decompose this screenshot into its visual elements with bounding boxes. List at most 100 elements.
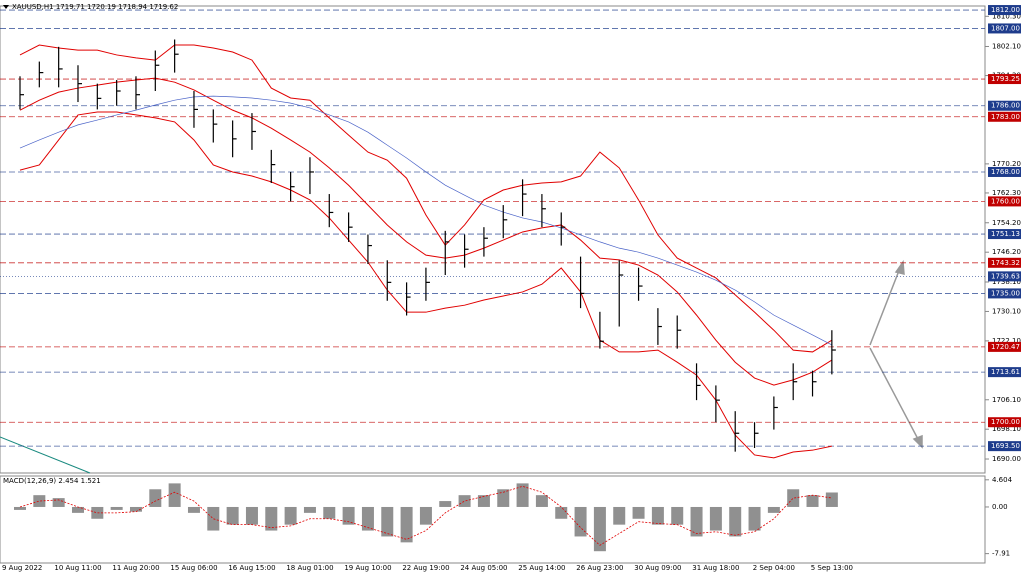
macd-bar (71, 506, 84, 513)
level-label: 1783.00 (991, 113, 1020, 121)
y-tick-label: 1762.30 (992, 189, 1021, 197)
level-box (988, 229, 1021, 240)
level-box (988, 74, 1021, 85)
level-label: 1807.00 (991, 24, 1020, 32)
macd-bar (52, 498, 65, 507)
macd-bar (729, 506, 742, 537)
y-tick-label: 1706.10 (992, 396, 1021, 404)
y-tick-label: 1746.20 (992, 248, 1021, 256)
level-label: 1739.63 (991, 272, 1020, 280)
price-panel (0, 5, 986, 474)
x-tick-label: 2 Sep 04:00 (753, 564, 795, 572)
level-box (988, 196, 1021, 207)
x-tick-label: 9 Aug 2022 (2, 564, 42, 572)
macd-bar (33, 495, 46, 507)
level-box (988, 5, 1021, 16)
level-box (988, 111, 1021, 122)
level-label: 1720.47 (991, 343, 1020, 351)
level-label: 1786.00 (991, 102, 1020, 110)
x-tick-label: 30 Aug 09:00 (634, 564, 681, 572)
x-tick-label: 10 Aug 11:00 (54, 564, 101, 572)
macd-bar (593, 506, 606, 552)
macd-bar (767, 506, 780, 513)
menu-triangle[interactable] (3, 5, 9, 9)
level-box (988, 271, 1021, 282)
signal-line (19, 485, 832, 546)
level-box (988, 166, 1021, 177)
y-tick-label: 1730.10 (992, 307, 1021, 315)
level-label: 1812.00 (991, 6, 1020, 14)
chart-title: XAUUSD,H1 1719.71 1720.19 1718.94 1719.6… (12, 3, 178, 11)
macd-bar (651, 506, 664, 525)
macd-bar (825, 492, 838, 507)
macd-bar (226, 506, 239, 525)
macd-bar (129, 506, 142, 512)
macd-panel (0, 475, 986, 564)
level-label: 1760.00 (991, 197, 1020, 205)
level-box (988, 257, 1021, 268)
level-label: 1768.00 (991, 168, 1020, 176)
x-tick-label: 11 Aug 20:00 (112, 564, 159, 572)
level-box (988, 341, 1021, 352)
y-tick-label: 1690.00 (992, 455, 1021, 463)
macd-bar (14, 506, 26, 510)
macd-bar (245, 506, 258, 525)
macd-bar (110, 506, 123, 510)
x-tick-label: 18 Aug 01:00 (286, 564, 333, 572)
x-tick-label: 22 Aug 19:00 (402, 564, 449, 572)
level-box (988, 441, 1021, 452)
y-tick-label: 1738.10 (992, 278, 1021, 286)
macd-bar (497, 489, 510, 507)
level-box (988, 100, 1021, 111)
macd-title: MACD(12,26,9) 2.454 1.521 (3, 477, 101, 485)
macd-bar (91, 506, 104, 519)
level-label: 1751.13 (991, 230, 1020, 238)
trend-line (0, 436, 91, 474)
y-tick-label: 1722.10 (992, 337, 1021, 345)
macd-bar (632, 506, 645, 519)
indicator-line (19, 95, 833, 346)
level-label: 1793.25 (991, 75, 1020, 83)
macd-bar (419, 506, 432, 525)
macd-bar (187, 506, 200, 513)
x-tick-label: 5 Sep 13:00 (811, 564, 853, 572)
x-tick-label: 26 Aug 23:00 (576, 564, 623, 572)
macd-bar (806, 495, 819, 507)
y-tick-label: 1698.10 (992, 425, 1021, 433)
macd-bar (535, 495, 548, 507)
macd-bar (709, 506, 722, 531)
y-tick-label: 0.00 (992, 503, 1008, 511)
y-tick-label: 1802.10 (992, 42, 1021, 50)
macd-bar (787, 489, 800, 507)
macd-bar (168, 483, 181, 507)
macd-bar (149, 489, 162, 507)
macd-bar (284, 506, 297, 525)
y-tick-label: 1810.30 (992, 12, 1021, 20)
y-tick-label: 1754.20 (992, 219, 1021, 227)
level-box (988, 417, 1021, 428)
level-label: 1700.00 (991, 418, 1020, 426)
macd-bar (458, 495, 471, 507)
indicator-line (19, 44, 833, 353)
macd-bar (748, 506, 761, 531)
x-tick-label: 16 Aug 15:00 (228, 564, 275, 572)
macd-bar (381, 506, 394, 537)
level-box (988, 367, 1021, 378)
macd-bar (574, 506, 587, 537)
x-tick-label: 15 Aug 06:00 (170, 564, 217, 572)
macd-bar (265, 506, 278, 531)
y-tick-label: 1770.20 (992, 160, 1021, 168)
macd-bar (400, 506, 413, 543)
macd-bar (516, 483, 529, 507)
macd-bar (323, 506, 336, 519)
level-label: 1713.61 (991, 368, 1020, 376)
macd-bar (690, 506, 703, 537)
x-tick-label: 31 Aug 18:00 (692, 564, 739, 572)
macd-bar (555, 506, 568, 519)
macd-bar (671, 506, 684, 525)
y-tick-label: -7.91 (992, 550, 1010, 558)
x-tick-label: 19 Aug 10:00 (344, 564, 391, 572)
x-tick-label: 25 Aug 14:00 (518, 564, 565, 572)
level-box (988, 288, 1021, 299)
